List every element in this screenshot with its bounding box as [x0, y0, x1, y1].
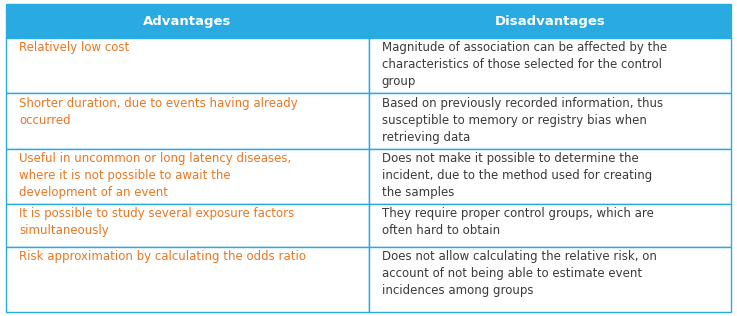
Text: Risk approximation by calculating the odds ratio: Risk approximation by calculating the od… [19, 250, 306, 263]
Text: Useful in uncommon or long latency diseases,
where it is not possible to await t: Useful in uncommon or long latency disea… [19, 152, 291, 199]
Text: Relatively low cost: Relatively low cost [19, 41, 130, 54]
Bar [368, 38, 731, 94]
Text: Advantages: Advantages [143, 15, 231, 27]
Text: They require proper control groups, which are
often hard to obtain: They require proper control groups, whic… [382, 207, 654, 237]
Bar [368, 4, 731, 38]
Bar [6, 38, 368, 94]
Bar [6, 246, 368, 312]
Bar [368, 246, 731, 312]
Text: Magnitude of association can be affected by the
characteristics of those selecte: Magnitude of association can be affected… [382, 41, 667, 88]
Text: Disadvantages: Disadvantages [495, 15, 605, 27]
Bar [6, 4, 368, 38]
Text: Does not allow calculating the relative risk, on
account of not being able to es: Does not allow calculating the relative … [382, 250, 657, 297]
Text: Does not make it possible to determine the
incident, due to the method used for : Does not make it possible to determine t… [382, 152, 652, 199]
Text: Shorter duration, due to events having already
occurred: Shorter duration, due to events having a… [19, 97, 298, 127]
Bar [368, 204, 731, 246]
Bar [368, 94, 731, 149]
Bar [368, 149, 731, 204]
Bar [6, 204, 368, 246]
Bar [6, 94, 368, 149]
Bar [6, 149, 368, 204]
Text: It is possible to study several exposure factors
simultaneously: It is possible to study several exposure… [19, 207, 294, 237]
Text: Based on previously recorded information, thus
susceptible to memory or registry: Based on previously recorded information… [382, 97, 663, 143]
